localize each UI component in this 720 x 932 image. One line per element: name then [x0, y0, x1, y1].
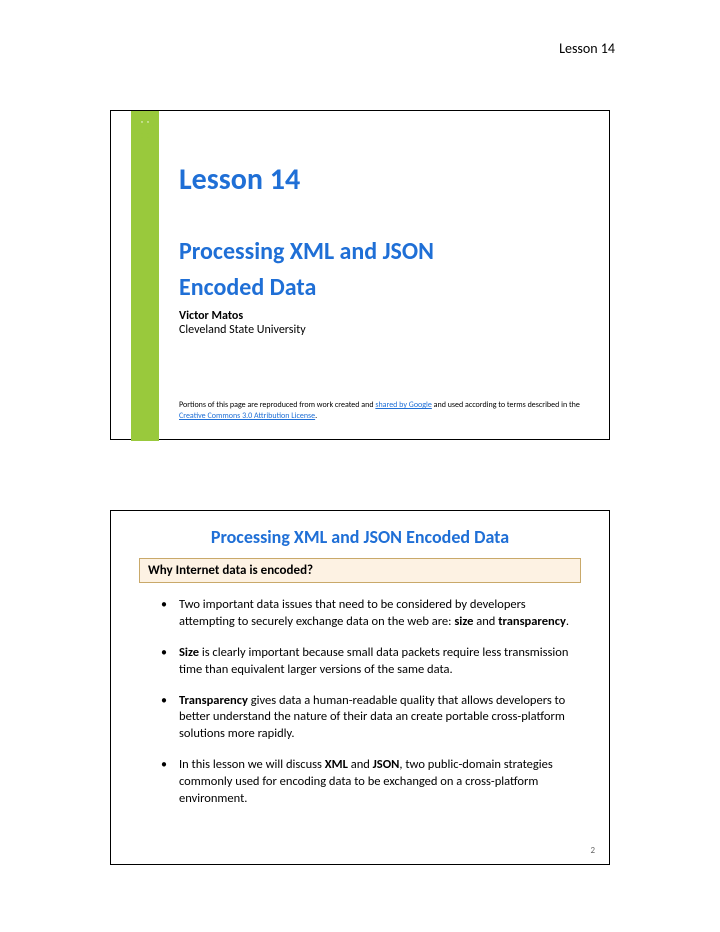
- green-sidebar: [131, 111, 159, 441]
- bullet-item: Two important data issues that need to b…: [161, 597, 574, 631]
- affiliation: Cleveland State University: [179, 323, 589, 337]
- attribution-text: Portions of this page are reproduced fro…: [179, 400, 375, 410]
- bullet-bold: XML: [325, 757, 348, 772]
- attribution-text: and used according to terms described in…: [432, 400, 580, 410]
- slide-2-title: Processing XML and JSON Encoded Data: [111, 511, 609, 556]
- why-box: Why Internet data is encoded?: [139, 558, 581, 583]
- bullet-text: is clearly important because small data …: [179, 645, 568, 677]
- page-number: 2: [590, 845, 595, 856]
- bullet-bold: JSON: [373, 757, 400, 772]
- bullet-text: In this lesson we will discuss: [179, 757, 325, 772]
- bullet-bold: Size: [179, 645, 199, 660]
- bullet-bold: transparency: [498, 614, 566, 629]
- bullet-item: Transparency gives data a human-readable…: [161, 693, 574, 744]
- bullet-bold: size: [454, 614, 473, 629]
- slide-2: Processing XML and JSON Encoded Data Why…: [110, 510, 610, 865]
- bullet-item: In this lesson we will discuss XML and J…: [161, 757, 574, 808]
- slide-1-content: Lesson 14 Processing XML and JSON Encode…: [179, 161, 589, 337]
- cc-license-link[interactable]: Creative Commons 3.0 Attribution License: [179, 411, 315, 421]
- bullet-text: .: [566, 614, 569, 629]
- page-header: Lesson 14: [559, 40, 615, 57]
- android-icon: [133, 117, 157, 141]
- lesson-title: Lesson 14: [179, 161, 589, 198]
- slide-1: Lesson 14 Processing XML and JSON Encode…: [110, 110, 610, 440]
- subtitle-line-2: Encoded Data: [179, 274, 589, 302]
- subtitle-line-1: Processing XML and JSON: [179, 238, 589, 266]
- bullet-text: and: [473, 614, 498, 629]
- bullet-bold: Transparency: [179, 693, 248, 708]
- bullet-item: Size is clearly important because small …: [161, 645, 574, 679]
- bullet-list: Two important data issues that need to b…: [111, 597, 609, 808]
- attribution: Portions of this page are reproduced fro…: [179, 400, 589, 421]
- author: Victor Matos: [179, 309, 589, 323]
- bullet-text: and: [348, 757, 373, 772]
- attribution-text: .: [315, 411, 317, 421]
- shared-by-google-link[interactable]: shared by Google: [375, 400, 432, 410]
